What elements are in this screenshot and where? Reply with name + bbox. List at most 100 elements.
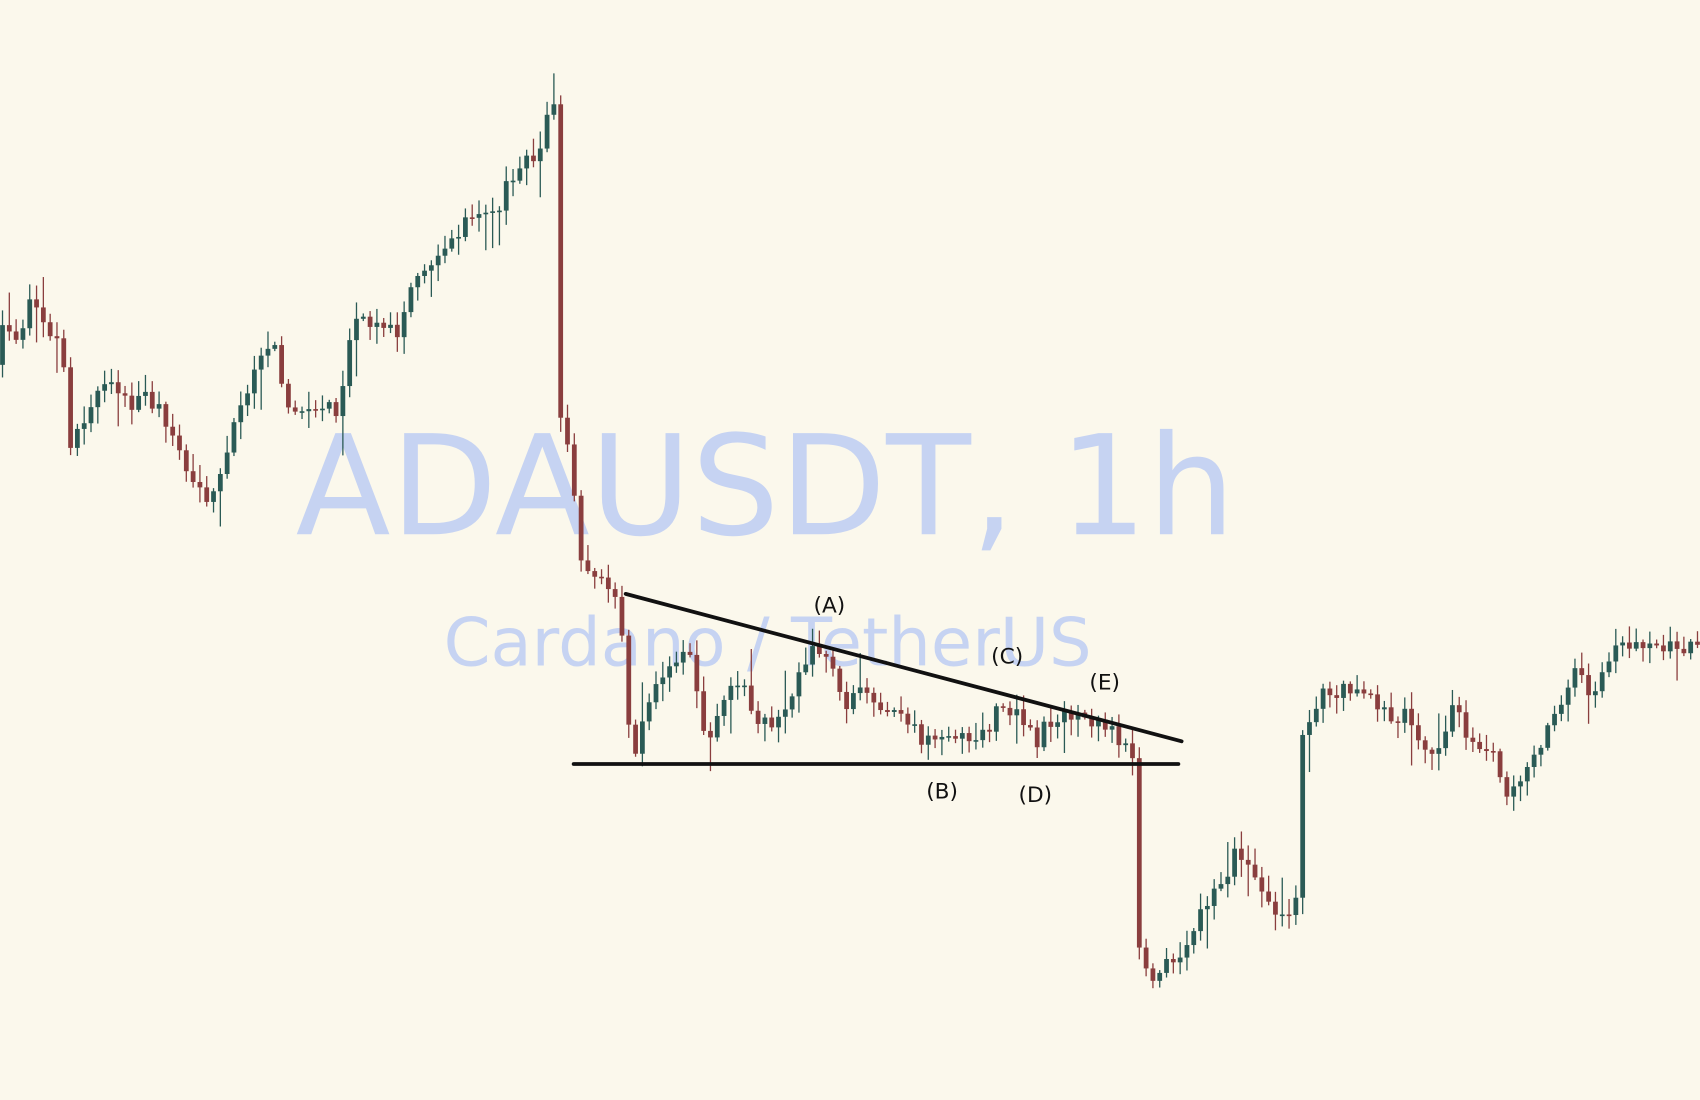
candle-body (1572, 668, 1578, 688)
candle (81, 406, 87, 445)
candle-body (1089, 717, 1095, 727)
candle-body (476, 214, 482, 218)
candle-body (687, 651, 693, 655)
candle-body (1565, 687, 1571, 705)
candle-body (987, 729, 992, 732)
wave-label: (B) (926, 780, 958, 805)
candle-body (980, 729, 986, 741)
candle-body (946, 736, 952, 738)
candle (762, 713, 768, 742)
candle (299, 406, 305, 420)
candle (973, 722, 979, 750)
candle (1640, 639, 1646, 662)
candle-body (755, 710, 761, 724)
candle (177, 424, 182, 460)
candle-body (1416, 725, 1421, 741)
candle (170, 413, 176, 446)
candle-body (1170, 959, 1176, 963)
candle-body (265, 348, 271, 356)
candle-body (864, 687, 870, 693)
candle-body (1470, 737, 1476, 742)
candle (578, 490, 584, 572)
candle-body (408, 287, 414, 313)
candle-body (1007, 707, 1013, 716)
candle (109, 368, 114, 395)
candle-body (1620, 642, 1625, 646)
candle-body (844, 691, 849, 710)
candle-body (1484, 749, 1489, 752)
candle (1116, 714, 1122, 758)
candle (435, 244, 441, 282)
candle-body (735, 685, 741, 688)
candle-body (966, 733, 972, 742)
candle-body (6, 325, 12, 332)
candle (735, 671, 741, 700)
candle (1572, 658, 1578, 697)
candle (966, 726, 972, 753)
candle-body (1436, 748, 1442, 754)
candle (279, 336, 284, 388)
candle-body (1381, 707, 1387, 710)
candle-body (633, 724, 638, 754)
candle (1586, 663, 1591, 724)
candle-body (1695, 641, 1700, 645)
candle-body (299, 411, 305, 413)
candle (136, 381, 142, 413)
candle-body (1518, 781, 1523, 787)
candle-body (1136, 758, 1142, 948)
pattern-labels: (A) (B) (C) (D) (E) (814, 593, 1120, 808)
candle (1606, 652, 1612, 678)
candle (1667, 626, 1673, 659)
candle-body (238, 405, 244, 423)
candle (810, 628, 815, 677)
candle-body (1463, 712, 1469, 738)
candle (388, 312, 393, 334)
candle (469, 204, 475, 226)
candle (238, 391, 244, 440)
candle (1232, 837, 1237, 886)
candle-body (1511, 786, 1517, 797)
candle-body (1028, 725, 1033, 728)
candle-body (898, 710, 904, 714)
candle-body (646, 702, 652, 722)
candle-body (95, 390, 101, 408)
candle (885, 701, 890, 717)
candle-body (1341, 683, 1346, 698)
candle (1511, 775, 1517, 811)
candle (1293, 885, 1299, 925)
candle (640, 682, 645, 767)
candle (1225, 842, 1231, 898)
candle (1518, 775, 1523, 802)
candle-body (1102, 719, 1108, 730)
candle-body (401, 312, 407, 338)
candle-body (531, 155, 536, 162)
candle-body (1204, 905, 1210, 910)
candle (1048, 708, 1054, 742)
candle (13, 319, 19, 344)
candle (742, 679, 747, 697)
candle-body (830, 656, 836, 669)
candle-body (816, 646, 822, 654)
candle (830, 650, 836, 677)
candle (1164, 947, 1169, 978)
candle-body (565, 417, 570, 445)
candle (571, 433, 577, 502)
candle (1347, 681, 1353, 701)
candle (653, 671, 659, 710)
candle (755, 701, 761, 734)
candle (1014, 694, 1020, 744)
candle-body (1456, 705, 1462, 713)
candle (1620, 636, 1625, 657)
candle (354, 302, 359, 377)
candle-body (1116, 726, 1122, 746)
candle (1504, 771, 1510, 806)
candle (1497, 748, 1503, 783)
candle (857, 653, 863, 701)
candle-body (640, 721, 645, 754)
candle (211, 488, 216, 513)
candle (449, 229, 455, 252)
candle-body (578, 495, 584, 561)
candle-body (183, 450, 189, 472)
candle (1545, 722, 1551, 751)
candle-body (953, 736, 958, 739)
